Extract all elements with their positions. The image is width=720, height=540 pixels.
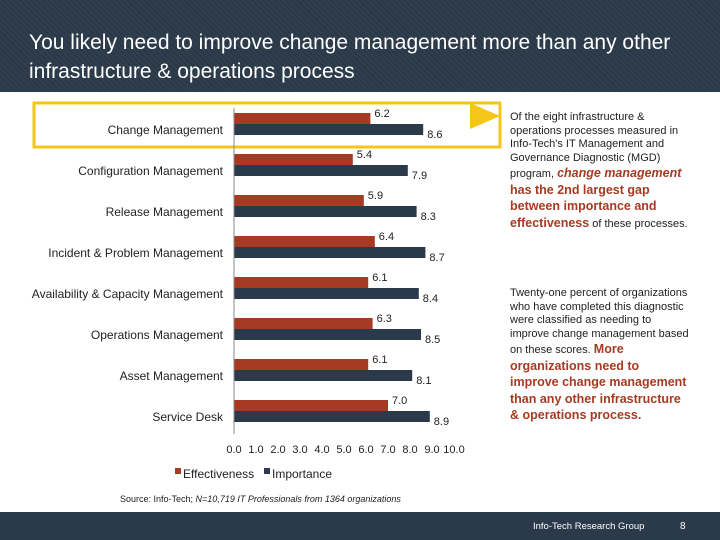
x-tick-label: 1.0 <box>248 444 263 456</box>
footer-org: Info-Tech Research Group <box>533 521 645 532</box>
insight-paragraph-2: Twenty-one percent of organizations who … <box>510 287 690 424</box>
bar-effectiveness-release-management <box>234 195 364 206</box>
x-tick-label: 8.0 <box>402 444 417 456</box>
bar-importance-service-desk <box>234 411 430 422</box>
insight-2-text: Twenty-one percent of organizations who … <box>510 287 689 356</box>
source-n: N <box>195 494 203 504</box>
bar-importance-availability-capacity-management <box>234 288 419 299</box>
bar-effectiveness-service-desk <box>234 400 388 411</box>
chart-legend: Effectiveness Importance <box>175 467 332 481</box>
highlight-box <box>32 101 502 149</box>
value-label-effectiveness-service-desk: 7.0 <box>392 395 407 407</box>
insight-1-text: Of the eight infrastructure & operations… <box>510 111 679 180</box>
source-detail: =10,719 IT Professionals from 1364 organ… <box>202 494 401 504</box>
value-label-effectiveness-asset-management: 6.1 <box>372 354 387 366</box>
title-banner: You likely need to improve change manage… <box>0 0 720 92</box>
bar-effectiveness-configuration-management <box>234 154 353 165</box>
bar-importance-operations-management <box>234 329 421 340</box>
insight-1-emphasis: has the 2nd largest gap between importan… <box>510 182 657 230</box>
source-prefix: Source: Info-Tech; <box>120 494 196 504</box>
category-label-configuration-management: Configuration Management <box>78 164 223 178</box>
bar-importance-asset-management <box>234 370 413 381</box>
value-label-effectiveness-incident-problem-management: 6.4 <box>379 231 394 243</box>
bar-importance-incident-problem-management <box>234 247 426 258</box>
legend-label-effectiveness: Effectiveness <box>183 467 254 481</box>
insight-1-tail: of these processes. <box>589 217 688 230</box>
value-label-effectiveness-operations-management: 6.3 <box>377 313 392 325</box>
category-label-service-desk: Service Desk <box>152 410 224 424</box>
x-tick-label: 2.0 <box>270 444 285 456</box>
value-label-effectiveness-release-management: 5.9 <box>368 190 383 202</box>
x-tick-label: 7.0 <box>380 444 395 456</box>
bar-effectiveness-availability-capacity-management <box>234 277 369 288</box>
x-tick-label: 0.0 <box>226 444 241 456</box>
x-tick-label: 3.0 <box>292 444 307 456</box>
legend-swatch-effectiveness <box>175 468 181 474</box>
value-label-importance-availability-capacity-management: 8.4 <box>423 293 438 305</box>
highlight-pointer <box>470 103 500 129</box>
legend-swatch-importance <box>264 468 270 474</box>
x-tick-label: 10.0 <box>443 444 464 456</box>
value-label-importance-service-desk: 8.9 <box>434 416 449 428</box>
insight-2-emphasis: More organizations need to improve chang… <box>510 342 687 422</box>
bar-chart: Change Management Configuration Managemen… <box>32 101 502 481</box>
bar-effectiveness-change-management <box>234 113 371 124</box>
x-tick-label: 4.0 <box>314 444 329 456</box>
value-label-importance-change-management: 8.6 <box>427 129 442 141</box>
x-tick-label: 6.0 <box>358 444 373 456</box>
page-number: 8 <box>680 521 686 532</box>
legend-label-importance: Importance <box>272 467 332 481</box>
category-label-availability-capacity-management: Availability & Capacity Management <box>32 287 224 301</box>
bar-importance-release-management <box>234 206 417 217</box>
category-label-asset-management: Asset Management <box>120 369 224 383</box>
value-label-effectiveness-configuration-management: 5.4 <box>357 149 372 161</box>
bar-importance-change-management <box>234 124 424 135</box>
value-label-effectiveness-availability-capacity-management: 6.1 <box>372 272 387 284</box>
value-label-effectiveness-change-management: 6.2 <box>374 108 389 120</box>
bar-importance-configuration-management <box>234 165 408 176</box>
bar-effectiveness-asset-management <box>234 359 369 370</box>
source-note: Source: Info-Tech; N=10,719 IT Professio… <box>120 494 401 504</box>
bar-effectiveness-operations-management <box>234 318 373 329</box>
footer-bar: Info-Tech Research Group 8 <box>0 512 720 540</box>
category-label-change-management: Change Management <box>108 123 224 137</box>
value-label-importance-asset-management: 8.1 <box>416 375 431 387</box>
value-label-importance-release-management: 8.3 <box>421 211 436 223</box>
category-label-operations-management: Operations Management <box>91 328 224 342</box>
bar-effectiveness-incident-problem-management <box>234 236 375 247</box>
page-title: You likely need to improve change manage… <box>29 31 671 83</box>
category-label-release-management: Release Management <box>106 205 224 219</box>
value-label-importance-incident-problem-management: 8.7 <box>429 252 444 264</box>
insight-paragraph-1: Of the eight infrastructure & operations… <box>510 111 690 231</box>
x-tick-label: 9.0 <box>424 444 439 456</box>
category-label-incident-problem-management: Incident & Problem Management <box>48 246 223 260</box>
insight-1-italic: change management <box>557 166 682 180</box>
x-tick-label: 5.0 <box>336 444 351 456</box>
value-label-importance-configuration-management: 7.9 <box>412 170 427 182</box>
value-label-importance-operations-management: 8.5 <box>425 334 440 346</box>
